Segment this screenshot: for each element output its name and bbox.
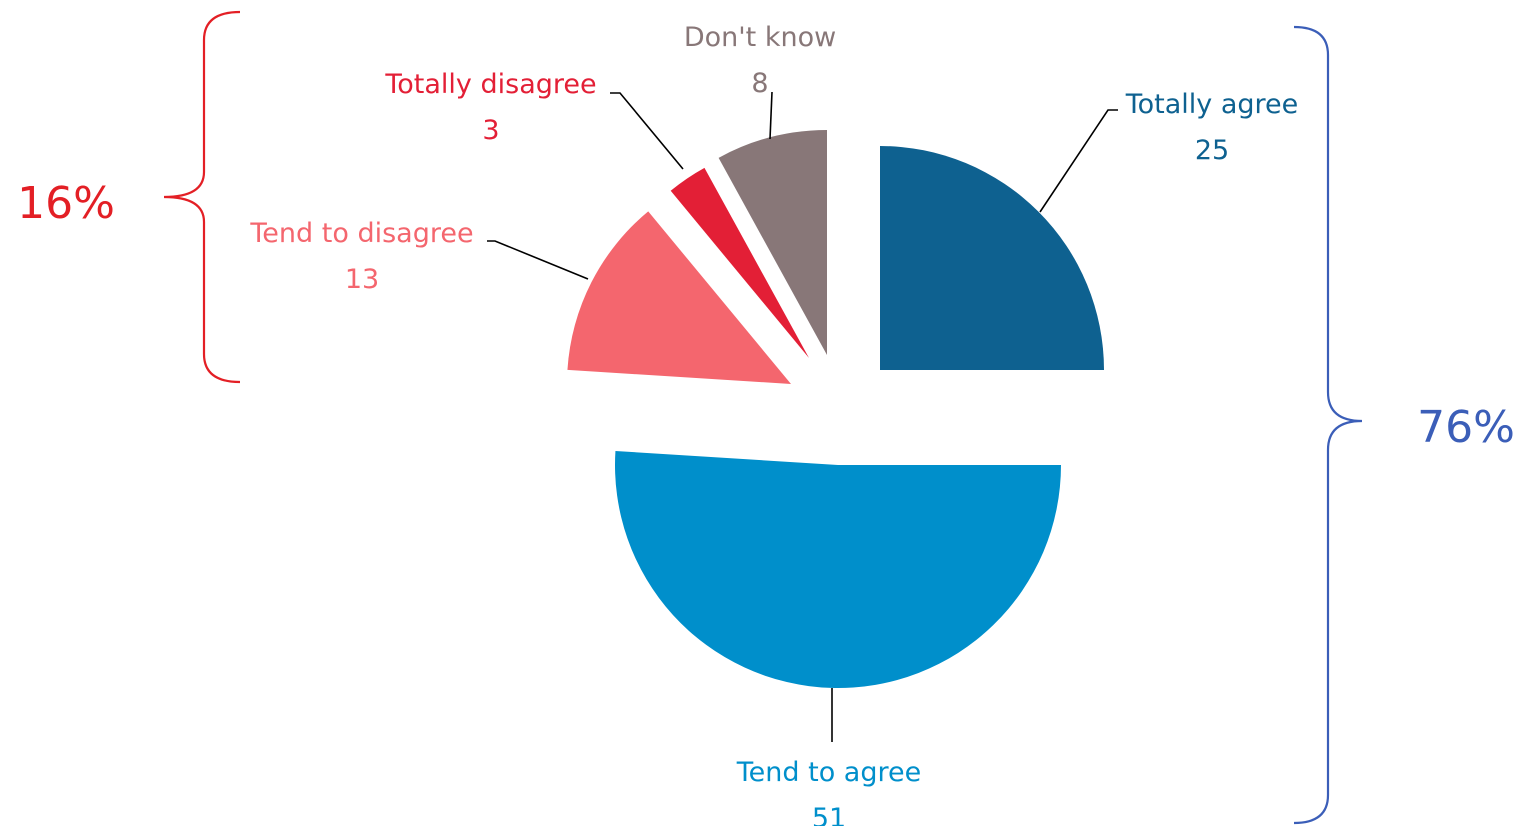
slice-label-totally-agree: Totally agree bbox=[1125, 89, 1299, 120]
pie-slice-tend-to-disagree bbox=[567, 211, 791, 384]
slice-value-don-t-know: 8 bbox=[751, 68, 768, 99]
leader-line-tend-to-disagree bbox=[487, 240, 589, 280]
slice-label-tend-to-agree: Tend to agree bbox=[736, 757, 921, 788]
leader-line-totally-disagree bbox=[610, 92, 684, 170]
pie-slice-totally-agree bbox=[880, 146, 1104, 370]
pie-slice-tend-to-agree bbox=[615, 451, 1061, 689]
slice-value-totally-disagree: 3 bbox=[482, 115, 499, 146]
group-brace-disagree bbox=[163, 10, 241, 384]
slice-label-don-t-know: Don't know bbox=[684, 22, 836, 53]
leader-line-don-t-know bbox=[769, 91, 773, 140]
slice-value-tend-to-agree: 51 bbox=[812, 803, 846, 826]
group-brace-agree bbox=[1293, 25, 1363, 825]
group-percent-disagree: 16% bbox=[17, 178, 115, 229]
pie-slice-totally-disagree bbox=[670, 167, 809, 358]
group-percent-agree: 76% bbox=[1417, 402, 1515, 453]
leader-line-totally-agree bbox=[1039, 109, 1118, 213]
pie-slice-don-t-know bbox=[718, 130, 827, 355]
slice-value-totally-agree: 25 bbox=[1195, 135, 1229, 166]
slice-label-totally-disagree: Totally disagree bbox=[384, 69, 596, 100]
slice-label-tend-to-disagree: Tend to disagree bbox=[249, 218, 473, 249]
slice-value-tend-to-disagree: 13 bbox=[345, 264, 379, 295]
